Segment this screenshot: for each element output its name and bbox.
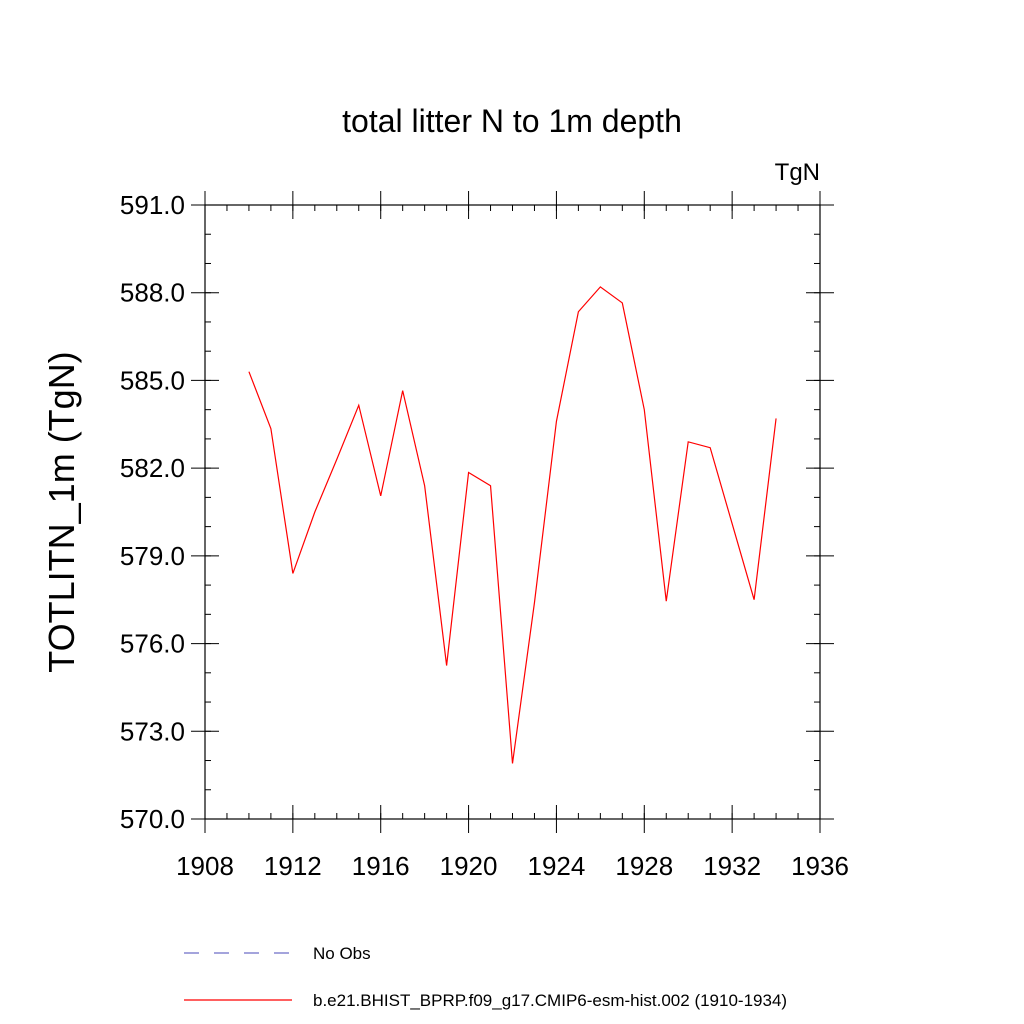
units-label: TgN (775, 159, 820, 186)
y-tick-label: 588.0 (120, 278, 185, 308)
x-tick-label: 1916 (352, 851, 410, 881)
y-tick-label: 570.0 (120, 804, 185, 834)
y-tick-label: 579.0 (120, 541, 185, 571)
y-axis-label: TOTLITN_1m (TgN) (41, 351, 82, 672)
y-tick-label: 573.0 (120, 716, 185, 746)
y-tick-label: 585.0 (120, 365, 185, 395)
legend: No Obs b.e21.BHIST_BPRP.f09_g17.CMIP6-esm… (184, 944, 787, 1010)
series-layer (248, 286, 777, 764)
x-axis-ticks: 1908 1912 1916 1920 1924 1928 1932 1936 (176, 191, 849, 881)
x-tick-label: 1924 (528, 851, 586, 881)
y-tick-label: 582.0 (120, 453, 185, 483)
y-tick-label: 576.0 (120, 629, 185, 659)
x-tick-label: 1912 (264, 851, 322, 881)
x-tick-label: 1936 (791, 851, 849, 881)
series-line (248, 286, 777, 764)
x-tick-label: 1908 (176, 851, 234, 881)
y-axis-ticks: 570.0 573.0 576.0 579.0 582.0 585.0 588.0 591.0 (120, 190, 834, 834)
chart-title: total litter N to 1m depth (342, 103, 682, 139)
x-tick-label: 1928 (615, 851, 673, 881)
x-tick-label: 1932 (703, 851, 761, 881)
y-tick-label: 591.0 (120, 190, 185, 220)
plot-frame (204, 204, 821, 820)
legend-label: No Obs (313, 944, 371, 963)
legend-label: b.e21.BHIST_BPRP.f09_g17.CMIP6-esm-hist.… (313, 991, 787, 1010)
x-tick-label: 1920 (440, 851, 498, 881)
